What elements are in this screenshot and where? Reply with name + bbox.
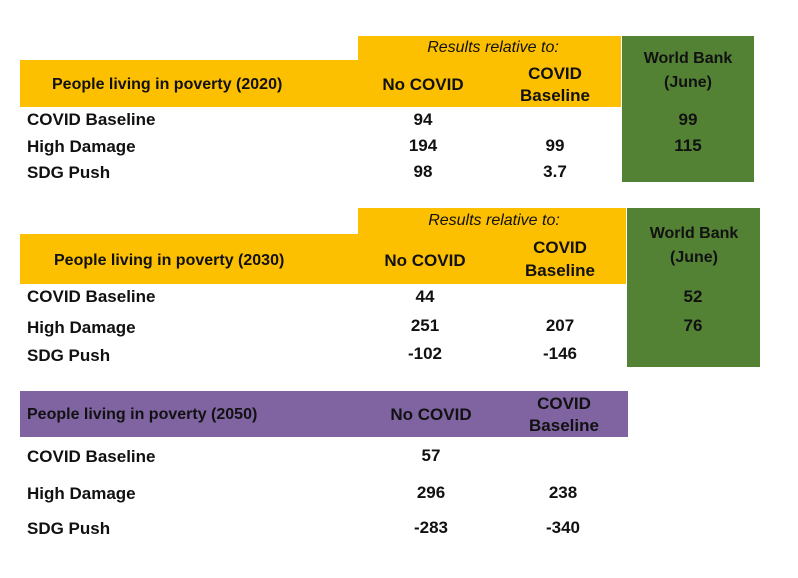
- table-2020-col-covid-line1: COVID: [528, 64, 582, 83]
- table-2050-col-covid-line2: Baseline: [529, 416, 599, 435]
- table-2020-cell-no-covid: 94: [413, 110, 433, 129]
- table-2030-cell-no-covid: 251: [410, 316, 440, 335]
- table-2030-row-label: SDG Push: [27, 346, 111, 365]
- table-2020-world-bank-line1: World Bank: [643, 50, 733, 67]
- table-2030-cell-world-bank: 76: [683, 316, 703, 335]
- table-2030-world-bank-line2: (June): [670, 249, 718, 266]
- table-2050-col-covid-line1: COVID: [537, 394, 591, 413]
- table-2050-cell-no-covid: -283: [413, 518, 449, 537]
- table-2050-row-label: High Damage: [27, 484, 136, 503]
- table-2030-col-covid-line2: Baseline: [525, 261, 595, 280]
- table-2020-header-band: [20, 60, 621, 107]
- table-2050-cell-no-covid: 57: [421, 446, 441, 465]
- table-2050-row-label: COVID Baseline: [27, 447, 156, 466]
- table-2030-row-label: High Damage: [27, 318, 136, 337]
- table-2050-col-no-covid: No COVID: [390, 405, 472, 424]
- table-2030-col-no-covid: No COVID: [384, 251, 466, 270]
- table-2030-world-bank-line1: World Bank: [649, 225, 739, 242]
- table-2050-cell-covid: -340: [545, 518, 581, 537]
- table-2020-subheader: Results relative to:: [427, 39, 559, 56]
- table-2030-row-label: COVID Baseline: [27, 287, 156, 306]
- table-2030-subheader-band: [358, 208, 626, 234]
- table-2020-col-covid-line2: Baseline: [520, 86, 590, 105]
- table-2050-title: People living in poverty (2050): [27, 406, 258, 423]
- table-2030-cell-covid: 207: [545, 316, 575, 335]
- table-2030-subheader: Results relative to:: [428, 212, 560, 229]
- table-2030-cell-no-covid: -102: [407, 344, 443, 363]
- table-2020-cell-no-covid: 194: [408, 136, 438, 155]
- table-2030-world-bank-panel: [627, 208, 760, 367]
- table-2020-cell-no-covid: 98: [413, 162, 433, 181]
- table-2030-title: People living in poverty (2030): [54, 252, 285, 269]
- table-2030-header-band: [20, 234, 626, 284]
- table-2030-cell-no-covid: 44: [415, 287, 435, 306]
- table-2050-header-band: [20, 391, 628, 437]
- table-2020-cell-covid: 3.7: [543, 162, 567, 181]
- table-2020-cell-world-bank: 115: [674, 136, 702, 155]
- table-2020-col-no-covid: No COVID: [382, 75, 464, 94]
- table-2020-world-bank-line2: (June): [664, 74, 712, 91]
- table-2020-subheader-band: [358, 36, 621, 60]
- table-2050-cell-covid: 238: [548, 483, 578, 502]
- table-2030-cell-covid: -146: [542, 344, 578, 363]
- table-2020-row-label: High Damage: [27, 137, 136, 156]
- table-2030-cell-world-bank: 52: [683, 287, 703, 306]
- table-2020-cell-covid: 99: [545, 136, 565, 155]
- table-2020-row-label: SDG Push: [27, 163, 111, 182]
- table-2050-row-label: SDG Push: [27, 519, 111, 538]
- table-2020-world-bank-panel: [622, 36, 754, 182]
- table-2020-row-label: COVID Baseline: [27, 110, 156, 129]
- table-2020-cell-world-bank: 99: [678, 110, 698, 129]
- table-2050-cell-no-covid: 296: [416, 483, 446, 502]
- table-2030-col-covid-line1: COVID: [533, 238, 587, 257]
- table-2020-title: People living in poverty (2020): [52, 76, 283, 93]
